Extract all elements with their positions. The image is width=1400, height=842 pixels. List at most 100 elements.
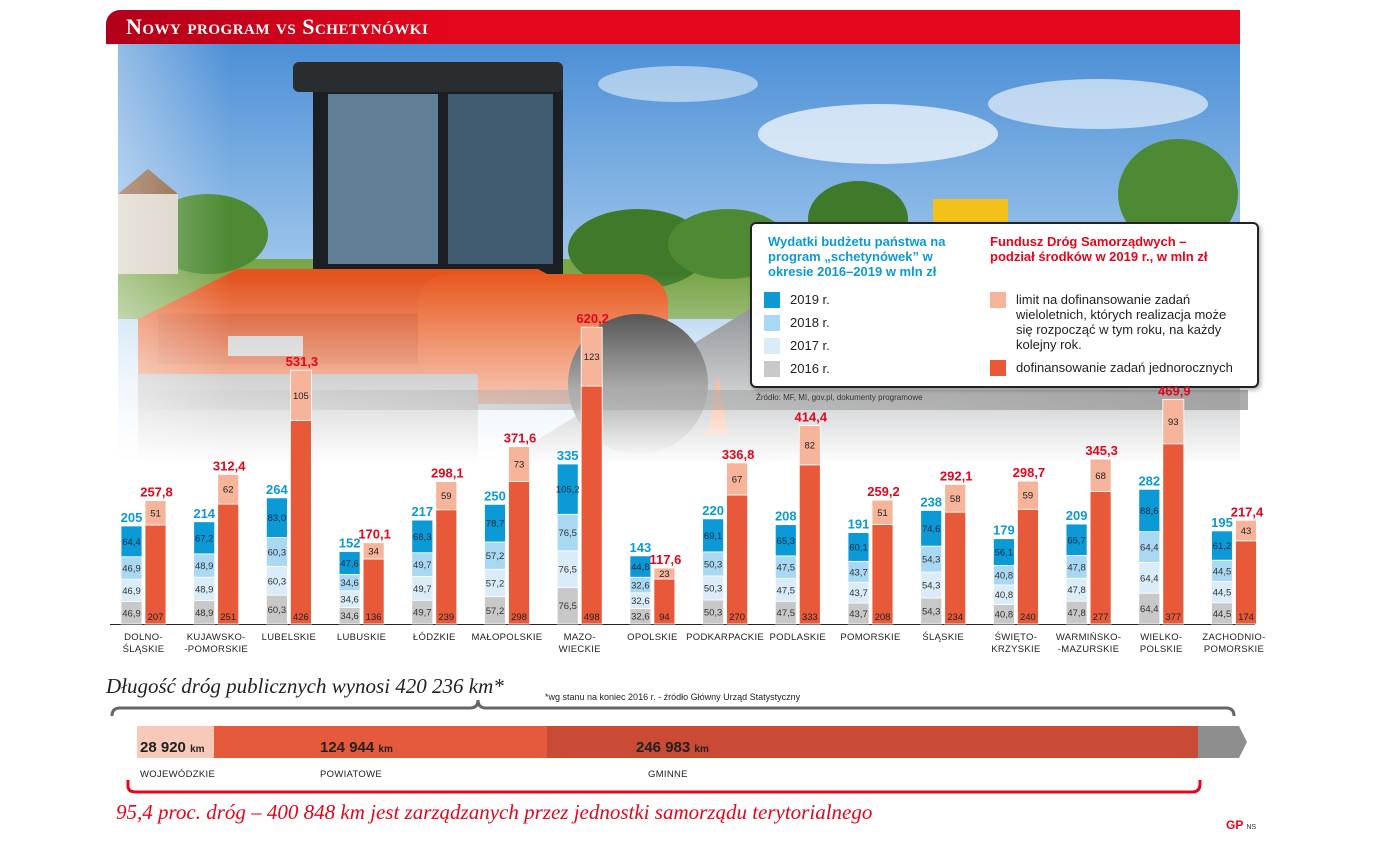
bar-left-label-3-1: 67,2: [195, 533, 214, 544]
bar-left-label-3-9: 65,3: [777, 536, 796, 547]
left-total-14: 282: [1138, 473, 1160, 488]
category-label-14-0: WIELKO-: [1140, 632, 1182, 643]
right-total-3: 170,1: [358, 527, 391, 542]
legend-title-left: Wydatki budżetu państwa na program „sche…: [768, 234, 946, 279]
bar-left-label-0-8: 50,3: [704, 607, 723, 618]
bar-right-1-3: [362, 542, 385, 560]
category-label-2-0: LUBELSKIE: [262, 632, 316, 643]
bar-left-3-6: [556, 463, 579, 515]
right-total-13: 345,3: [1085, 443, 1118, 458]
road-value-wojewodzkie: 28 920 km: [140, 739, 205, 756]
bar-left-3-1: [193, 521, 216, 555]
category-label-4-0: ŁÓDZKIE: [413, 632, 456, 643]
bar-right-label-1-4: 59: [441, 491, 452, 502]
bar-left-label-1-0: 46,9: [122, 586, 141, 597]
bar-left-label-0-4: 49,7: [413, 608, 432, 619]
right-total-6: 620,2: [576, 311, 609, 326]
bar-right-label-0-15: 174: [1238, 612, 1254, 623]
bar-left-label-3-15: 61,2: [1213, 541, 1232, 552]
legend-item-multiyear: limit na dofinansowanie zadań wieloletni…: [990, 292, 1240, 352]
category-label-8-0: PODKARPACKIE: [686, 632, 764, 643]
road-segment-3: [1198, 726, 1247, 758]
bar-right-label-0-13: 277: [1093, 612, 1109, 623]
bar-right-label-0-14: 377: [1165, 612, 1181, 623]
bar-right-label-1-10: 51: [877, 508, 888, 519]
bar-left-label-2-12: 40,8: [995, 571, 1014, 582]
bar-left-label-1-11: 54,3: [922, 581, 941, 592]
right-total-1: 312,4: [213, 458, 246, 473]
bar-left-3-0: [120, 525, 143, 558]
right-total-7: 117,6: [649, 552, 681, 567]
publisher-logo: GP NS: [1226, 818, 1257, 832]
bar-left-3-7: [629, 555, 652, 578]
bar-right-1-8: [726, 462, 748, 496]
bar-right-label-1-13: 68: [1095, 471, 1106, 482]
bar-right-1-1: [217, 473, 240, 505]
bar-left-label-2-4: 49,7: [413, 560, 432, 571]
bar-left-label-1-6: 76,5: [558, 565, 577, 576]
bar-left-label-2-9: 47,5: [777, 563, 796, 574]
bar-left-3-5: [484, 503, 506, 543]
roads-bottom-bracket: [126, 780, 1202, 794]
bar-left-label-0-14: 64,4: [1140, 604, 1159, 615]
left-total-0: 205: [121, 510, 143, 525]
bar-left-label-3-3: 47,6: [340, 559, 359, 570]
left-total-13: 209: [1066, 508, 1088, 523]
bar-left-label-2-1: 48,9: [195, 561, 214, 572]
bar-right-label-1-8: 67: [732, 474, 743, 485]
roads-top-bracket: [110, 699, 1236, 717]
bar-right-label-0-3: 136: [366, 612, 382, 623]
bar-right-label-1-1: 62: [223, 485, 234, 496]
bar-right-1-7: [653, 567, 676, 580]
bar-right-label-0-2: 426: [293, 612, 309, 623]
right-total-14: 469,9: [1158, 383, 1191, 398]
bar-left-label-2-15: 44,5: [1213, 566, 1232, 577]
legend-swatch-2019: [764, 292, 780, 308]
bar-left-label-3-2: 83,0: [268, 513, 287, 524]
bar-left-label-3-5: 78,7: [486, 519, 505, 530]
right-total-15: 217,4: [1231, 504, 1264, 519]
bar-left-label-2-6: 76,5: [558, 528, 577, 539]
bar-left-label-3-12: 56,1: [995, 548, 1014, 559]
bar-left-label-3-6: 105,2: [556, 485, 580, 496]
bar-left-3-12: [993, 538, 1015, 566]
bar-left-3-14: [1138, 488, 1161, 533]
bar-left-label-3-4: 68,3: [413, 532, 432, 543]
bar-right-label-1-11: 58: [950, 494, 961, 505]
legend-swatch-2017: [764, 338, 780, 354]
left-total-10: 191: [848, 517, 870, 532]
bar-left-label-0-9: 47,5: [777, 608, 796, 619]
bar-left-label-1-3: 34,6: [340, 595, 359, 606]
right-total-4: 298,1: [431, 466, 464, 481]
bar-right-label-1-7: 23: [659, 569, 670, 580]
bar-right-1-2: [289, 369, 312, 421]
legend-title-right: Fundusz Dróg Samorządwych – podział środ…: [990, 234, 1208, 264]
roads-note: *wg stanu na koniec 2016 r. - źródło Głó…: [545, 692, 801, 702]
bar-right-label-1-15: 43: [1241, 526, 1252, 537]
bar-right-label-1-12: 59: [1023, 491, 1034, 502]
bar-left-label-2-0: 46,9: [122, 563, 141, 574]
bar-right-label-0-0: 207: [148, 612, 164, 623]
bar-right-label-1-6: 123: [584, 352, 600, 363]
legend-swatch-2018: [764, 315, 780, 331]
road-segment-2: [547, 726, 1198, 758]
bar-left-3-15: [1211, 530, 1233, 561]
bar-left-3-9: [774, 524, 797, 557]
bar-right-label-0-5: 298: [511, 612, 527, 623]
category-label-10-0: POMORSKIE: [840, 632, 900, 643]
road-segment-0: [137, 726, 214, 758]
bar-right-label-1-3: 34: [368, 546, 379, 557]
bar-right-1-0: [144, 500, 167, 526]
road-segment-1: [214, 726, 547, 758]
bar-right-label-0-12: 240: [1020, 612, 1036, 623]
right-total-12: 298,7: [1013, 465, 1046, 480]
roads-title: Długość dróg publicznych wynosi 420 236 …: [106, 674, 504, 698]
right-total-8: 336,8: [722, 447, 755, 462]
category-label-1-1: -POMORSKIE: [184, 644, 248, 655]
left-total-15: 195: [1211, 515, 1233, 530]
bar-left-3-10: [847, 532, 870, 562]
bar-right-label-0-4: 239: [438, 612, 454, 623]
bar-left-3-11: [920, 510, 943, 547]
left-total-1: 214: [193, 506, 215, 521]
legend-swatch-2016: [764, 361, 780, 377]
